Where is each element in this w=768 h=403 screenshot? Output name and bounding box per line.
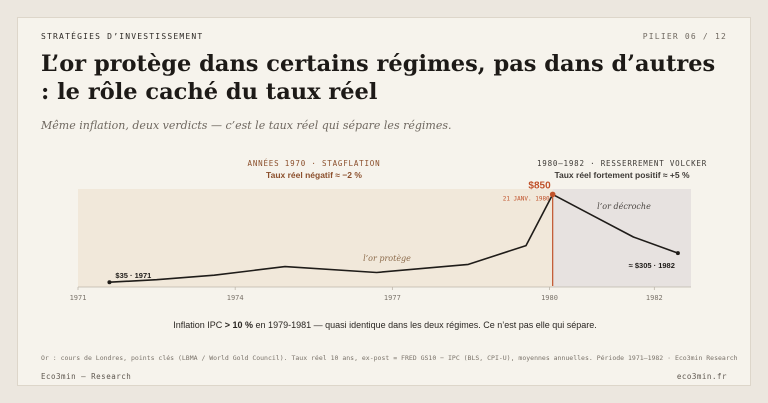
page-subtitle: Même inflation, deux verdicts — c’est le… (41, 119, 452, 132)
end-point (675, 251, 680, 256)
regime-band-1 (78, 189, 553, 287)
gold-price-line (109, 193, 679, 283)
start-point (107, 280, 112, 285)
x-tick-label-1982: 1982 (646, 294, 663, 302)
annotation-or-decroche: l’or décroche (597, 202, 651, 211)
caption-pre: Inflation IPC (173, 320, 225, 330)
annotation-or-protege: l’or protège (363, 254, 411, 263)
x-tick-label-1980: 1980 (541, 294, 558, 302)
x-tick-label-1974: 1974 (227, 294, 244, 302)
regime-heading-volcker: 1980–1982 · RESSERREMENT VOLCKER (537, 159, 707, 168)
chart-caption: Inflation IPC > 10 % en 1979-1981 — quas… (18, 320, 752, 330)
regime-band-2 (552, 189, 691, 287)
section-kicker: STRATÉGIES D’INVESTISSEMENT (41, 32, 204, 41)
footer-brand: Eco3min — Research (41, 372, 132, 381)
x-tick-label-1971: 1971 (70, 294, 87, 302)
page-title: L’or protège dans certains régimes, pas … (41, 51, 716, 105)
x-tick-label-1977: 1977 (384, 294, 401, 302)
regime-rate-stagflation: Taux réel négatif ≈ −2 % (266, 170, 362, 180)
end-label: ≈ $305 · 1982 (629, 261, 675, 270)
start-label: $35 · 1971 (115, 271, 151, 280)
infographic-card: STRATÉGIES D’INVESTISSEMENT PILIER 06 / … (17, 17, 751, 386)
footer-site-link[interactable]: eco3min.fr (676, 372, 727, 381)
caption-post: en 1979-1981 — quasi identique dans les … (253, 320, 597, 330)
regime-rate-volcker: Taux réel fortement positif ≈ +5 % (554, 170, 690, 180)
caption-bold: > 10 % (224, 320, 254, 330)
peak-date-label: 21 JANV. 1980 (503, 195, 550, 202)
peak-value-label: $850 (528, 180, 551, 191)
gold-price-chart: ANNÉES 1970 · STAGFLATION Taux réel négat… (70, 159, 707, 302)
peak-point (549, 191, 556, 198)
pillar-counter: PILIER 06 / 12 (642, 32, 727, 41)
source-note: Or : cours de Londres, points clés (LBMA… (41, 354, 738, 362)
regime-heading-stagflation: ANNÉES 1970 · STAGFLATION (248, 159, 381, 168)
